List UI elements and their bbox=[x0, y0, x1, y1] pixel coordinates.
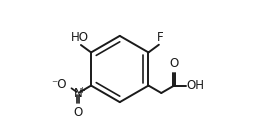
Text: HO: HO bbox=[71, 31, 89, 44]
Text: +: + bbox=[78, 86, 85, 95]
Text: OH: OH bbox=[186, 79, 204, 92]
Text: F: F bbox=[157, 31, 163, 44]
Text: N: N bbox=[74, 87, 83, 99]
Text: ⁻O: ⁻O bbox=[51, 78, 66, 91]
Text: O: O bbox=[74, 106, 83, 119]
Text: O: O bbox=[169, 57, 179, 70]
